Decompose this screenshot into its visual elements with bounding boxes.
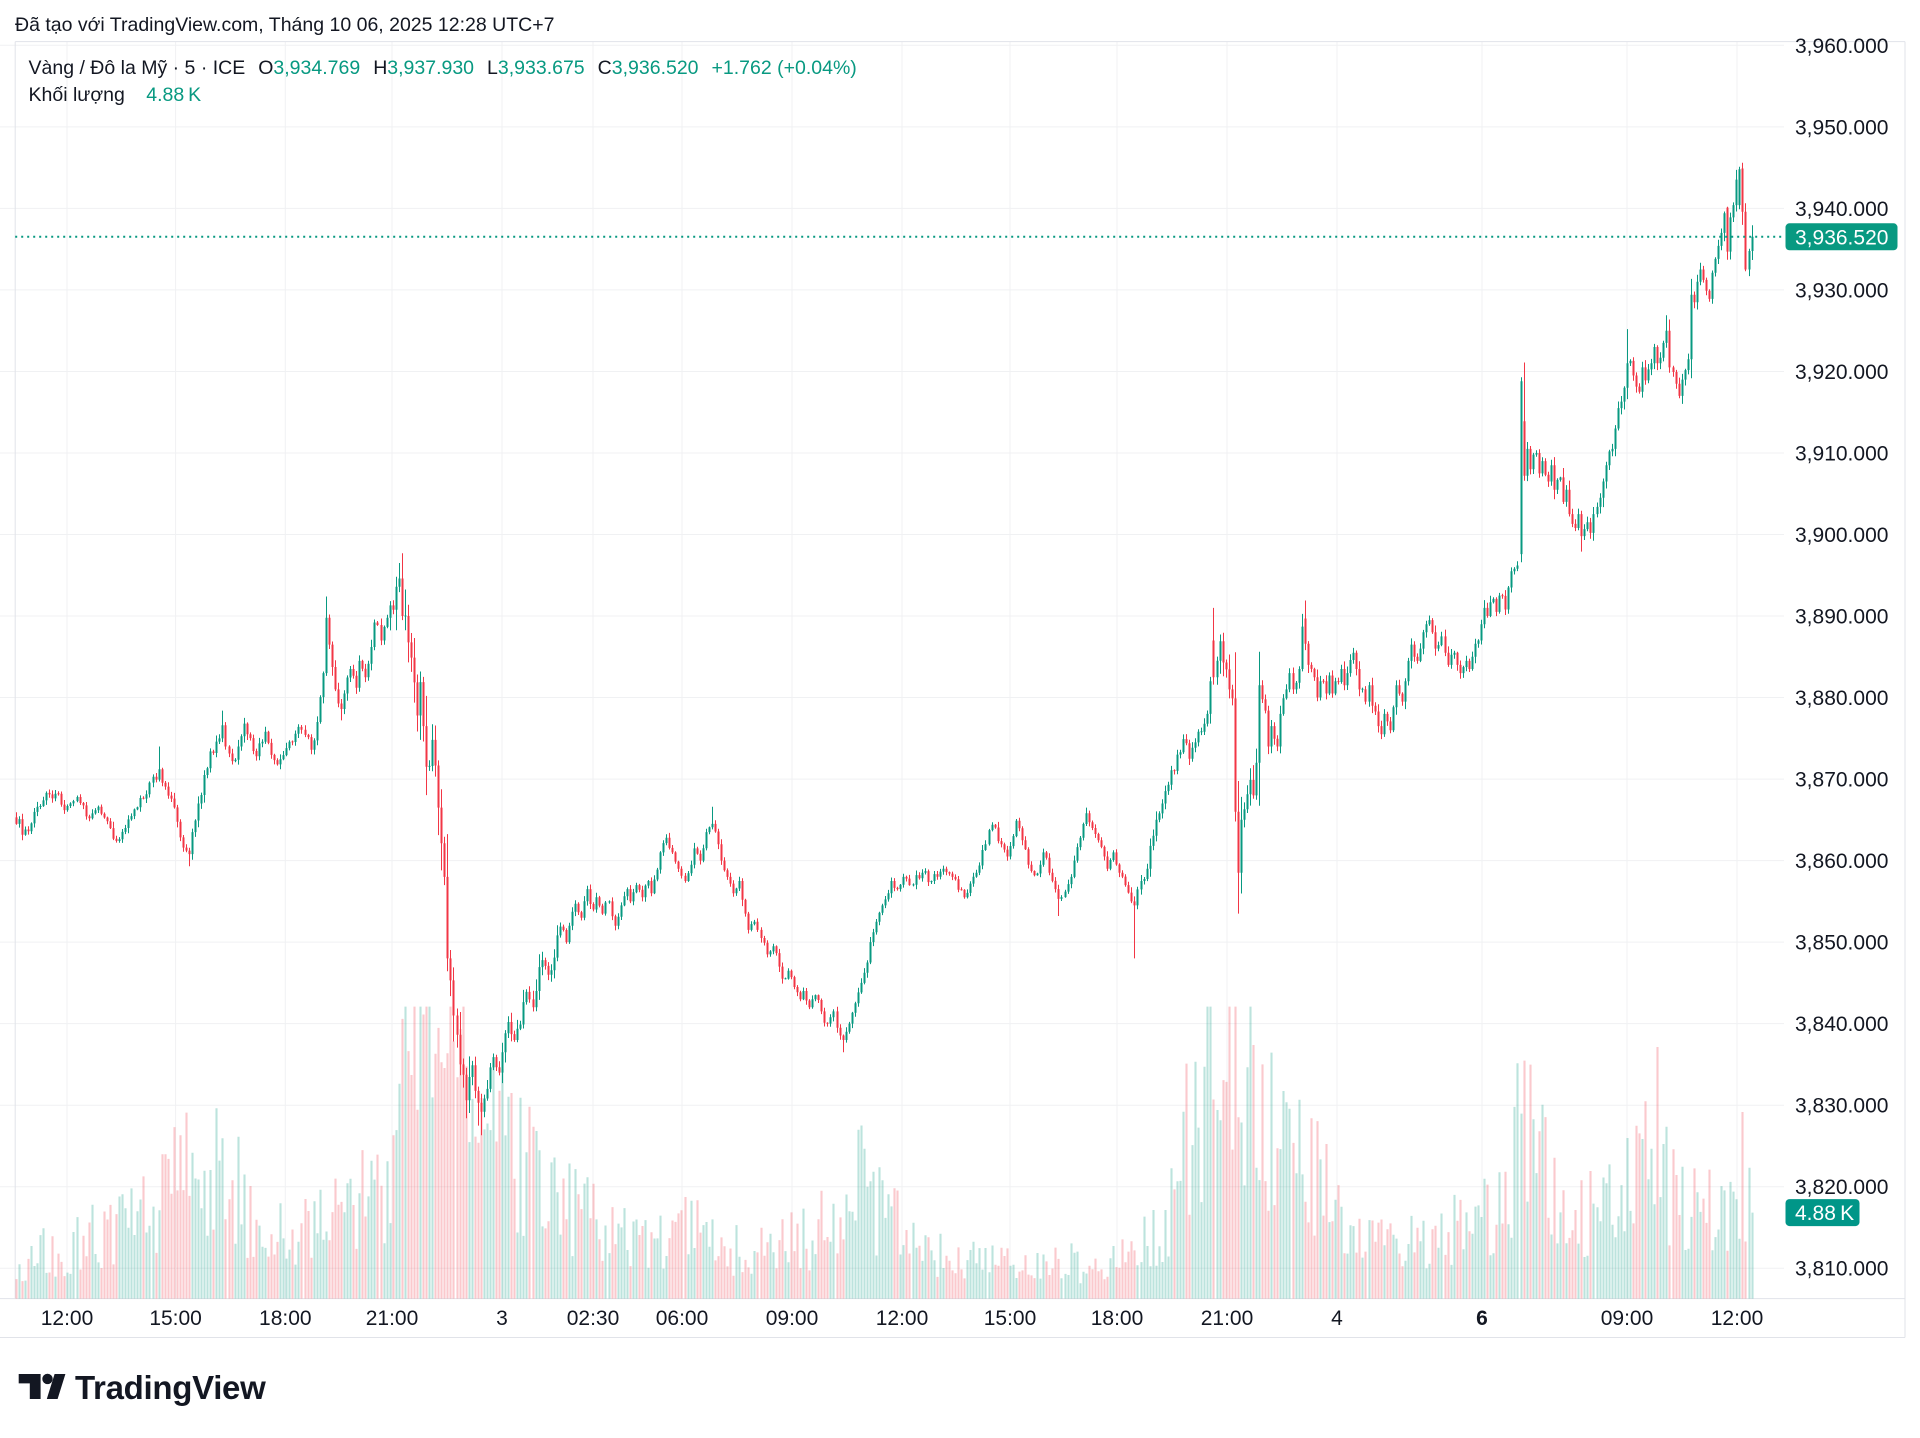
svg-text:3,940.000: 3,940.000 — [1795, 198, 1888, 221]
svg-text:3,890.000: 3,890.000 — [1795, 606, 1888, 629]
svg-text:3,920.000: 3,920.000 — [1795, 361, 1888, 384]
svg-text:Khối lượng 4.88 K: Khối lượng 4.88 K — [29, 84, 202, 106]
svg-text:6: 6 — [1476, 1307, 1488, 1330]
svg-text:12:00: 12:00 — [41, 1307, 94, 1330]
svg-text:15:00: 15:00 — [149, 1307, 202, 1330]
svg-text:3,900.000: 3,900.000 — [1795, 524, 1888, 547]
svg-text:3,936.520: 3,936.520 — [1795, 226, 1888, 249]
svg-text:12:00: 12:00 — [876, 1307, 929, 1330]
svg-text:3,930.000: 3,930.000 — [1795, 279, 1888, 302]
svg-text:3,880.000: 3,880.000 — [1795, 687, 1888, 710]
svg-text:3,950.000: 3,950.000 — [1795, 116, 1888, 139]
svg-text:3,810.000: 3,810.000 — [1795, 1258, 1888, 1281]
svg-text:4: 4 — [1331, 1307, 1343, 1330]
svg-text:3,960.000: 3,960.000 — [1795, 35, 1888, 58]
svg-text:4.88 K: 4.88 K — [1795, 1202, 1854, 1225]
svg-text:Đã tạo với TradingView.com, Th: Đã tạo với TradingView.com, Tháng 10 06,… — [15, 14, 554, 36]
svg-text:3,830.000: 3,830.000 — [1795, 1095, 1888, 1118]
svg-text:3,860.000: 3,860.000 — [1795, 850, 1888, 873]
svg-text:18:00: 18:00 — [1091, 1307, 1144, 1330]
svg-text:09:00: 09:00 — [766, 1307, 819, 1330]
svg-text:3,840.000: 3,840.000 — [1795, 1013, 1888, 1036]
svg-text:3,870.000: 3,870.000 — [1795, 769, 1888, 792]
svg-text:3,820.000: 3,820.000 — [1795, 1176, 1888, 1199]
svg-text:15:00: 15:00 — [984, 1307, 1037, 1330]
svg-text:TradingView: TradingView — [75, 1369, 266, 1406]
svg-text:3: 3 — [496, 1307, 508, 1330]
svg-text:02:30: 02:30 — [567, 1307, 620, 1330]
svg-text:21:00: 21:00 — [1201, 1307, 1254, 1330]
svg-text:18:00: 18:00 — [259, 1307, 312, 1330]
svg-text:3,850.000: 3,850.000 — [1795, 932, 1888, 955]
svg-text:3,910.000: 3,910.000 — [1795, 443, 1888, 466]
svg-text:12:00: 12:00 — [1711, 1307, 1764, 1330]
svg-text:09:00: 09:00 — [1601, 1307, 1654, 1330]
svg-text:06:00: 06:00 — [656, 1307, 709, 1330]
svg-text:21:00: 21:00 — [366, 1307, 419, 1330]
